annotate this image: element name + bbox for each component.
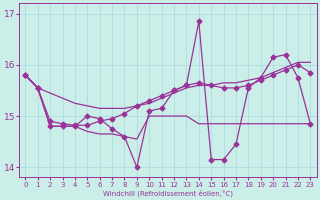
X-axis label: Windchill (Refroidissement éolien,°C): Windchill (Refroidissement éolien,°C) — [103, 189, 233, 197]
